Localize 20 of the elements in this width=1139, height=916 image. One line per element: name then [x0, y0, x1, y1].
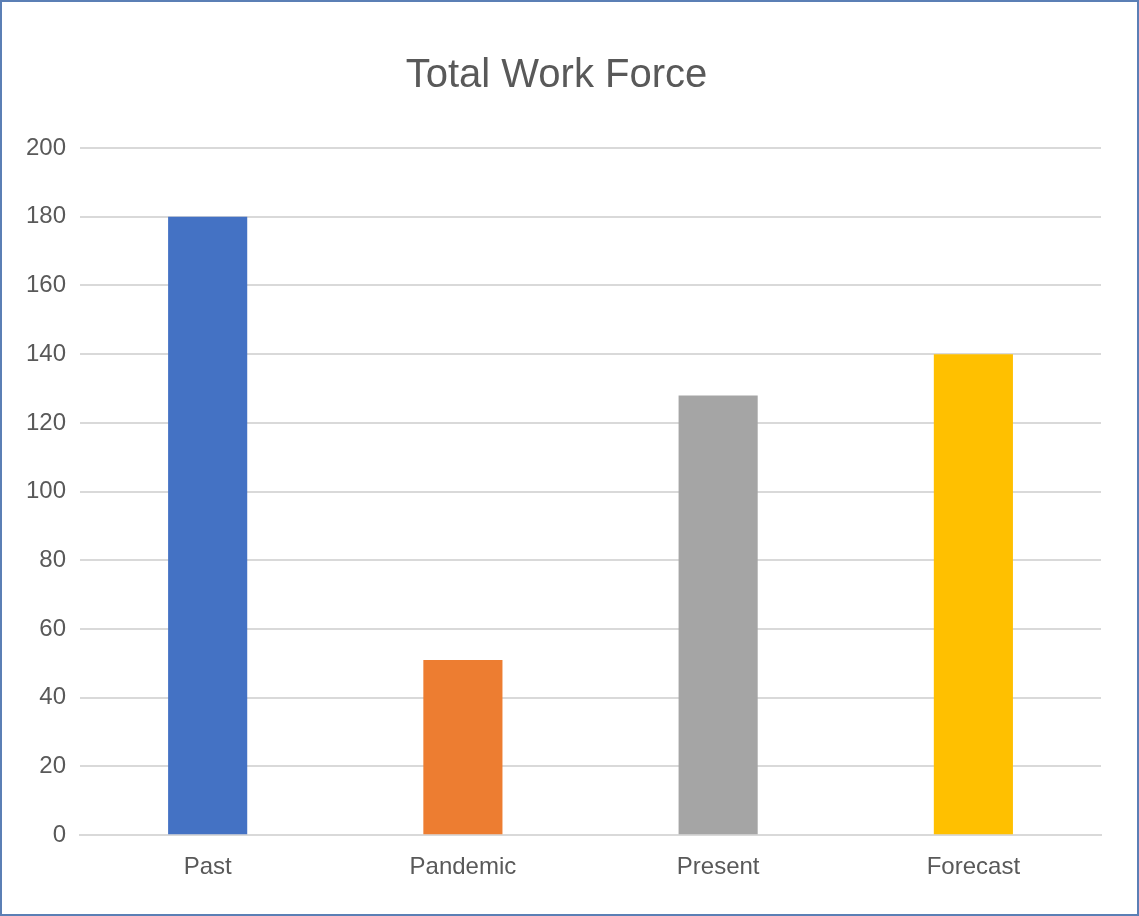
- y-tick-label: 140: [26, 338, 67, 366]
- x-tick-label: Pandemic: [409, 852, 517, 880]
- x-tick-label: Present: [676, 852, 760, 880]
- y-tick-label: 200: [26, 132, 67, 160]
- y-tick-label: 80: [39, 544, 67, 572]
- bar: [678, 395, 758, 835]
- chart-title: Total Work Force: [405, 51, 708, 96]
- y-tick-label: 20: [39, 751, 67, 779]
- y-tick-label: 180: [26, 201, 67, 229]
- y-tick-label: 40: [39, 682, 67, 710]
- y-tick-label: 120: [26, 407, 67, 435]
- bar: [168, 216, 248, 835]
- y-tick-label: 160: [26, 270, 67, 298]
- x-tick-label: Forecast: [926, 852, 1021, 880]
- bar: [423, 659, 503, 835]
- y-tick-label: 0: [52, 819, 67, 847]
- bar: [933, 354, 1013, 835]
- y-tick-label: 100: [26, 476, 67, 504]
- x-tick-label: Past: [183, 852, 232, 880]
- y-tick-label: 60: [39, 613, 67, 641]
